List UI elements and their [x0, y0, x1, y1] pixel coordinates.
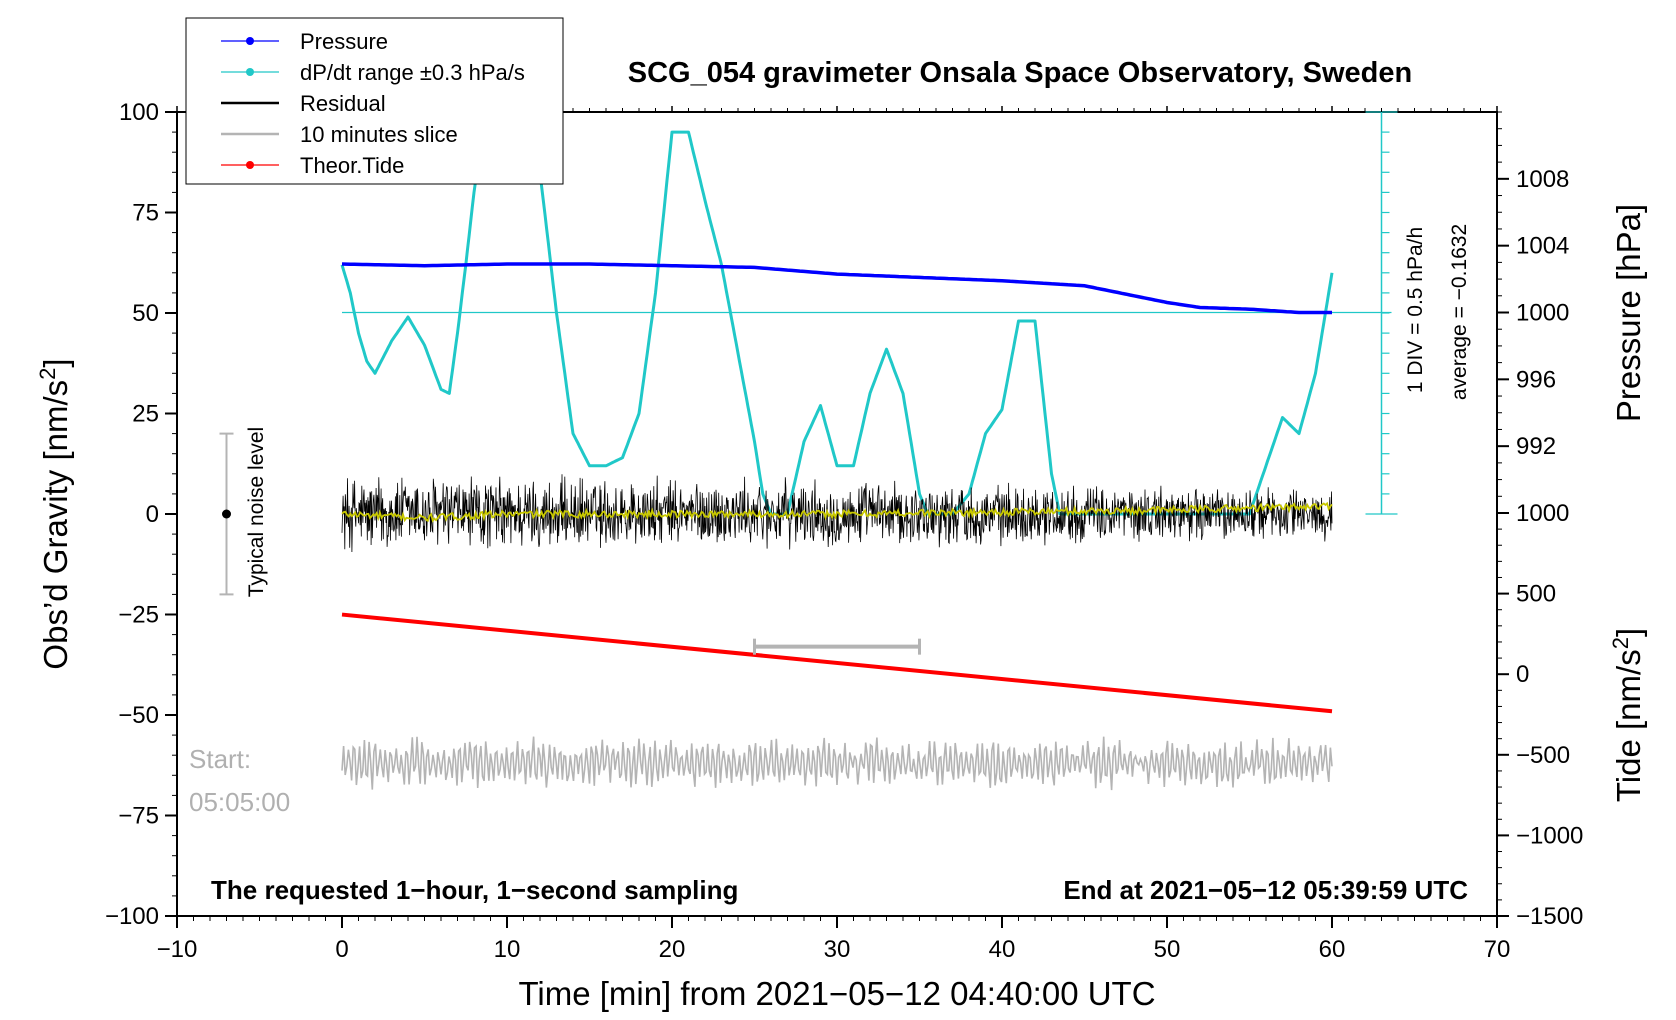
legend-label: dP/dt range ±0.3 hPa/s: [300, 60, 525, 85]
footer-end-time: End at 2021−05−12 05:39:59 UTC: [1063, 875, 1468, 905]
legend-box: [185, 17, 564, 185]
legend: Pressure dP/dt range ±0.3 hPa/s Residual 10…: [185, 17, 564, 185]
tide-axis-ticks: −1500 −1000 −500 0 500 1000: [1497, 500, 1583, 930]
y-tick-label: −25: [118, 602, 159, 629]
pressure-axis-title: Pressure [hPa]: [1610, 204, 1647, 422]
tide-line: [341, 612, 1333, 714]
y-tick-label: 0: [146, 501, 159, 528]
y-tick-label: −100: [105, 903, 159, 930]
ten-minute-slice-marker: [753, 638, 921, 655]
legend-marker: [246, 161, 254, 169]
legend-label: Theor.Tide: [300, 153, 404, 178]
tide-tick-label: −1500: [1516, 903, 1583, 930]
dpdt-scale-division-label: 1 DIV = 0.5 hPa/h: [1404, 227, 1427, 393]
slice-start-time: 05:05:00: [189, 787, 290, 817]
x-axis-ticks: −10 0 10 20 30 40 50 60 70: [157, 106, 1511, 963]
tide-tick-label: 0: [1516, 661, 1529, 688]
y-tick-label: 50: [132, 300, 159, 327]
y-tick-label: 100: [119, 99, 159, 126]
pressure-tick-label: 992: [1516, 433, 1556, 460]
x-tick-label: 20: [659, 936, 686, 963]
noise-level-label: Typical noise level: [245, 427, 268, 597]
pressure-tick-label: 1004: [1516, 233, 1569, 260]
slice-start-label: Start:: [189, 744, 251, 774]
legend-items: Pressure dP/dt range ±0.3 hPa/s Residual 10…: [221, 29, 525, 178]
residual-series: [341, 474, 1333, 553]
pressure-axis-ticks: 992 996 1000 1004 1008: [1497, 111, 1569, 514]
pressure-line: [341, 262, 1332, 315]
ten-minute-slice-series: [341, 736, 1333, 791]
left-y-axis-title: Obs’d Gravity [nm/s2]: [35, 358, 75, 669]
x-tick-label: 60: [1319, 936, 1346, 963]
dpdt-scale-bar: [1365, 111, 1398, 515]
tide-tick-label: −1000: [1516, 822, 1583, 849]
y-tick-label: 75: [132, 200, 159, 227]
tide-tick-label: 1000: [1516, 500, 1569, 527]
residual-line: [341, 474, 1333, 553]
pressure-series: [341, 262, 1332, 315]
typical-noise-level-indicator: [219, 432, 234, 596]
tide-series: [341, 612, 1333, 714]
left-y-axis-ticks: −100 −75 −50 −25 0 25 50 75 100: [105, 99, 177, 930]
tide-axis-title: Tide [nm/s2]: [1608, 628, 1648, 802]
x-tick-label: 0: [335, 936, 348, 963]
x-tick-label: −10: [157, 936, 198, 963]
pressure-tick-label: 1008: [1516, 166, 1569, 193]
x-tick-label: 50: [1154, 936, 1181, 963]
legend-label: Residual: [300, 91, 386, 116]
legend-marker: [246, 68, 254, 76]
legend-label: Pressure: [300, 29, 388, 54]
legend-label: 10 minutes slice: [300, 122, 458, 147]
x-tick-label: 40: [989, 936, 1016, 963]
legend-marker: [246, 37, 254, 45]
chart-title: SCG_054 gravimeter Onsala Space Observat…: [628, 57, 1412, 89]
noise-level-center-dot: [222, 509, 231, 519]
tide-tick-label: 500: [1516, 581, 1556, 608]
slice-line: [341, 736, 1333, 791]
x-tick-label: 70: [1484, 936, 1511, 963]
y-tick-label: 25: [132, 401, 159, 428]
y-tick-label: −75: [118, 803, 159, 830]
footer-sampling-note: The requested 1−hour, 1−second sampling: [211, 875, 738, 905]
x-tick-label: 10: [494, 936, 521, 963]
x-axis-title: Time [min] from 2021−05−12 04:40:00 UTC: [518, 975, 1155, 1012]
dpdt-average-label: average = −0.1632: [1448, 224, 1471, 400]
residual-smoothed-line: [341, 501, 1333, 523]
y-tick-label: −50: [118, 702, 159, 729]
tide-tick-label: −500: [1516, 742, 1570, 769]
pressure-tick-label: 996: [1516, 366, 1556, 393]
pressure-tick-label: 1000: [1516, 300, 1569, 327]
x-tick-label: 30: [824, 936, 851, 963]
